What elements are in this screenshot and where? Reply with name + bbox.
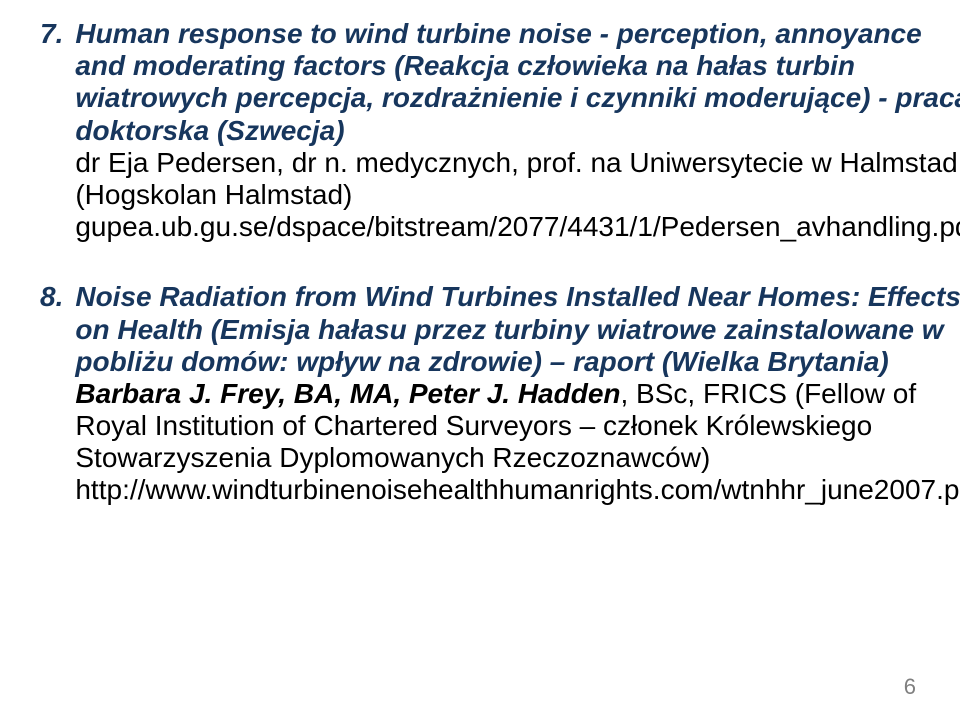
item-authors-bold: Barbara J. Frey, BA, MA, Peter J. Hadden (75, 378, 620, 409)
item-body: Noise Radiation from Wind Turbines Insta… (75, 281, 960, 506)
item-title: Human response to wind turbine noise - p… (75, 18, 960, 146)
item-body: Human response to wind turbine noise - p… (75, 18, 960, 243)
item-title: Noise Radiation from Wind Turbines Insta… (75, 281, 960, 376)
list-item-7: 7. Human response to wind turbine noise … (40, 18, 920, 243)
item-number: 7. (40, 18, 75, 50)
list-item-8: 8. Noise Radiation from Wind Turbines In… (40, 281, 920, 506)
item-number: 8. (40, 281, 75, 313)
item-rest: dr Eja Pedersen, dr n. medycznych, prof.… (75, 147, 960, 242)
page-number: 6 (904, 674, 916, 700)
